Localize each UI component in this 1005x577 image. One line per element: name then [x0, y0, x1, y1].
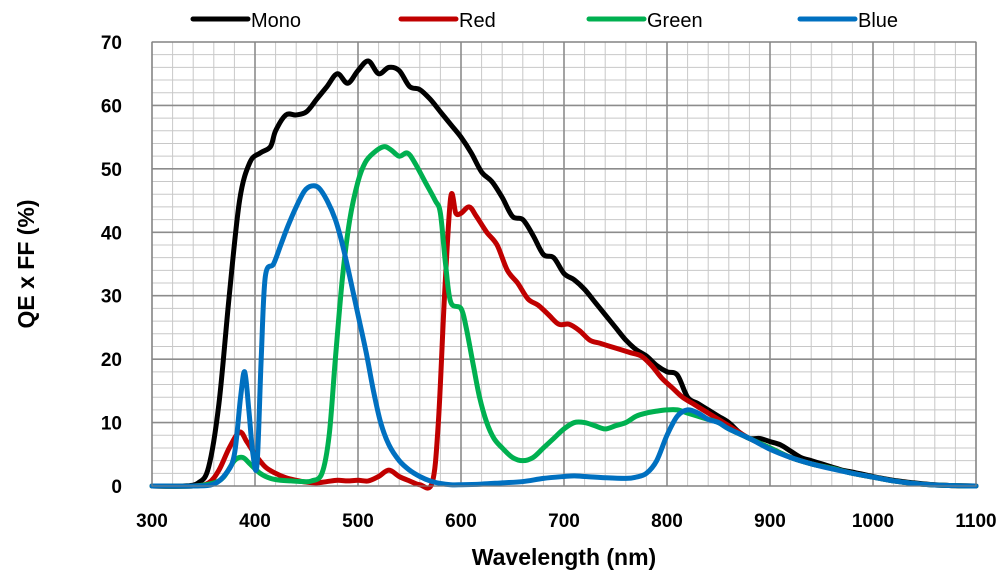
x-tick-label: 900 — [754, 511, 786, 532]
plot-border — [151, 41, 977, 487]
legend-label-mono: Mono — [251, 10, 301, 32]
y-tick-labels: 0 10 20 30 40 50 60 70 — [101, 33, 122, 498]
series-layer — [149, 58, 979, 491]
y-tick-label: 60 — [101, 96, 122, 117]
legend-label-blue: Blue — [858, 10, 898, 32]
series-line-mono — [149, 58, 979, 489]
x-tick-labels: 300 400 500 600 700 800 900 1000 1100 — [136, 511, 996, 532]
series-line-blue — [149, 183, 979, 489]
y-tick-label: 50 — [101, 160, 122, 181]
y-tick-label: 0 — [111, 477, 122, 498]
x-tick-label: 1100 — [955, 511, 996, 532]
x-tick-label: 500 — [342, 511, 374, 532]
y-tick-label: 30 — [101, 287, 122, 308]
x-tick-label: 600 — [445, 511, 477, 532]
x-axis-title: Wavelength (nm) — [472, 544, 656, 570]
y-axis-title: QE x FF (%) — [13, 199, 39, 328]
x-tick-label: 300 — [136, 511, 168, 532]
y-tick-label: 40 — [101, 223, 122, 244]
y-tick-label: 20 — [101, 350, 122, 371]
y-tick-label: 70 — [101, 33, 122, 54]
y-tick-label: 10 — [101, 414, 122, 435]
x-tick-label: 700 — [548, 511, 580, 532]
legend: Mono Red Green Blue — [190, 10, 898, 32]
x-tick-label: 400 — [239, 511, 271, 532]
legend-label-green: Green — [647, 10, 703, 32]
x-tick-label: 800 — [651, 511, 683, 532]
legend-label-red: Red — [459, 10, 496, 32]
x-tick-label: 1000 — [852, 511, 894, 532]
